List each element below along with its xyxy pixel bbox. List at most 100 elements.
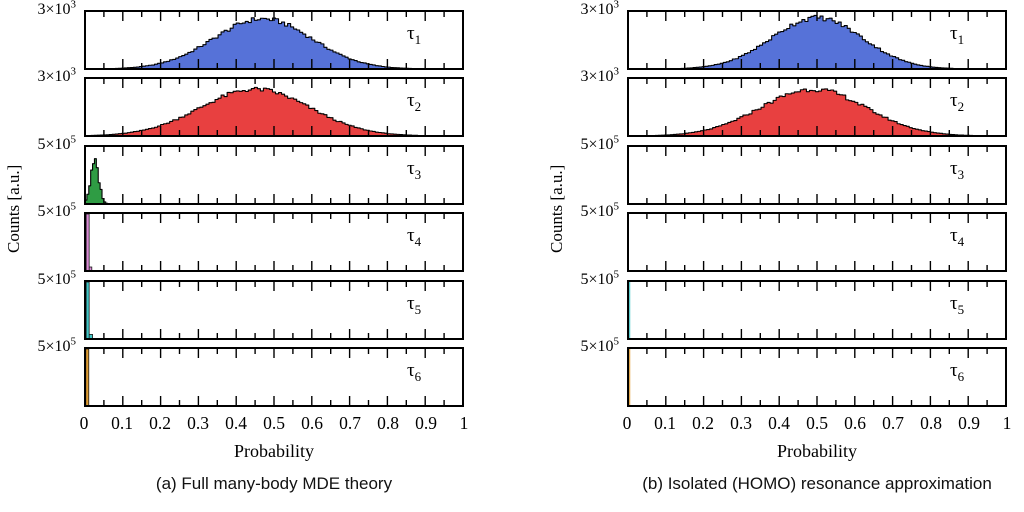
histogram-bar-tau5 xyxy=(85,281,90,339)
panel-border xyxy=(84,10,464,70)
panel-border xyxy=(84,144,464,205)
panel-row-tau1: 3×103 τ1 xyxy=(37,0,464,71)
y-axis-max-label: 3×103 xyxy=(37,0,76,18)
panel-plot-tau3: τ3 xyxy=(627,144,1007,205)
panel-plot-tau1: τ1 xyxy=(84,10,464,70)
panel-plot-tau6: τ6 xyxy=(627,347,1007,407)
panel-border xyxy=(84,77,464,138)
figure-a: Counts [a.u.] 3×103 τ1 3×103 τ2 5×105 τ3 5×105… xyxy=(0,0,481,512)
panel-border xyxy=(84,212,464,273)
panel-label-tau5: τ5 xyxy=(407,293,421,317)
panel-label-tau2: τ2 xyxy=(950,90,964,114)
panel-border xyxy=(84,279,464,340)
panel-row-tau6: 5×105 τ6 xyxy=(37,336,464,408)
panel-row-tau2: 3×103 τ2 xyxy=(580,67,1007,138)
y-axis-max-label: 5×105 xyxy=(37,133,76,153)
panel-plot-tau2: τ2 xyxy=(84,77,464,138)
panel-plot-tau4: τ4 xyxy=(84,212,464,273)
y-axis-max-label: 5×105 xyxy=(37,200,76,221)
panel-label-tau5: τ5 xyxy=(950,293,964,317)
panel-row-tau4: 5×105 τ4 xyxy=(580,201,1007,273)
panel-row-tau2: 3×103 τ2 xyxy=(37,67,464,138)
histogram-tau2 xyxy=(84,87,464,137)
histogram-tau2 xyxy=(627,88,1007,137)
histogram-tau1 xyxy=(84,17,460,70)
y-axis-max-label: 5×105 xyxy=(37,268,76,288)
panel-plot-tau1: τ1 xyxy=(627,10,1007,70)
histogram-bar-tau6 xyxy=(85,348,90,407)
x-tick-label-0.8: 0.8 xyxy=(920,413,942,433)
histogram-tau3 xyxy=(84,157,113,205)
x-axis-title: Probability xyxy=(234,441,314,461)
panel-row-tau3: 5×105 τ3 xyxy=(580,134,1007,206)
y-axis-max-label: 3×103 xyxy=(580,66,619,86)
figure-b: Counts [a.u.] 3×103 τ1 3×103 τ2 5×105 τ3 5×105… xyxy=(543,0,1024,512)
panel-border xyxy=(627,212,1007,273)
x-tick-label-0.2: 0.2 xyxy=(149,413,171,433)
panel-plot-tau3: τ3 xyxy=(84,144,464,205)
panel-plot-tau6: τ6 xyxy=(84,347,464,407)
histogram-hairline-tau5 xyxy=(628,281,631,339)
y-axis-max-label: 3×103 xyxy=(580,0,619,18)
x-tick-label-0.8: 0.8 xyxy=(377,413,399,433)
panel-border xyxy=(627,10,1007,70)
x-tick-label-0.9: 0.9 xyxy=(415,413,437,433)
y-axis-max-label: 5×105 xyxy=(580,268,619,288)
panel-border xyxy=(84,347,464,407)
x-tick-label-0.9: 0.9 xyxy=(958,413,980,433)
panel-row-tau5: 5×105 τ5 xyxy=(580,269,1007,341)
x-axis-tick-labels: 0 0.1 0.2 0.3 0.4 0.5 0.6 0.7 0.8 0.9 1 xyxy=(80,413,469,435)
y-axis-max-label: 3×103 xyxy=(37,66,76,86)
panel-border xyxy=(627,77,1007,138)
x-tick-label-0.7: 0.7 xyxy=(339,413,361,433)
x-tick-label-0.1: 0.1 xyxy=(654,413,676,433)
x-tick-label-0.6: 0.6 xyxy=(301,413,323,433)
panel-label-tau4: τ4 xyxy=(950,225,965,249)
x-tick-label-0: 0 xyxy=(622,413,632,433)
panel-row-tau3: 5×105 τ3 xyxy=(37,134,464,206)
panel-row-tau6: 5×105 τ6 xyxy=(580,336,1007,408)
panel-label-tau3: τ3 xyxy=(950,158,964,182)
panel-plot-tau5: τ5 xyxy=(627,279,1007,340)
x-tick-label-0.2: 0.2 xyxy=(692,413,714,433)
panel-border xyxy=(627,347,1007,407)
x-tick-label-0.5: 0.5 xyxy=(263,413,285,433)
x-tick-label-0.4: 0.4 xyxy=(225,413,247,433)
panel-label-tau2: τ2 xyxy=(407,90,421,114)
y-axis-max-label: 5×105 xyxy=(37,335,76,355)
panel-row-tau4: 5×105 τ4 xyxy=(37,201,464,273)
y-axis-max-label: 5×105 xyxy=(580,133,619,153)
panel-label-tau4: τ4 xyxy=(407,225,422,249)
x-tick-label-0.5: 0.5 xyxy=(806,413,828,433)
panels-container-a: 3×103 τ1 3×103 τ2 5×105 τ3 5×105 τ4 5×105 τ5 5×105… xyxy=(37,0,464,408)
panel-border xyxy=(627,144,1007,205)
histogram-bar-tau4 xyxy=(85,213,90,272)
x-tick-label-0.1: 0.1 xyxy=(111,413,133,433)
x-tick-label-0.6: 0.6 xyxy=(844,413,866,433)
panel-label-tau3: τ3 xyxy=(407,158,421,182)
panels-container-b: 3×103 τ1 3×103 τ2 5×105 τ3 5×105 τ4 5×105 τ5 5×105… xyxy=(580,0,1007,408)
figure-caption-a: (a) Full many-body MDE theory xyxy=(155,474,393,493)
panel-row-tau1: 3×103 τ1 xyxy=(580,0,1007,71)
panel-label-tau6: τ6 xyxy=(950,360,965,384)
panel-label-tau6: τ6 xyxy=(407,360,422,384)
panel-label-tau1: τ1 xyxy=(950,23,964,47)
histogram-hairline-tau6 xyxy=(628,349,631,406)
x-tick-label-0.3: 0.3 xyxy=(187,413,209,433)
y-axis-max-label: 5×105 xyxy=(580,335,619,355)
y-axis-max-label: 5×105 xyxy=(580,200,619,221)
x-tick-label-0: 0 xyxy=(79,413,89,433)
figure-caption-b: (b) Isolated (HOMO) resonance approximat… xyxy=(642,474,992,493)
panel-plot-tau5: τ5 xyxy=(84,279,464,340)
panel-row-tau5: 5×105 τ5 xyxy=(37,269,464,341)
panel-border xyxy=(627,279,1007,340)
x-axis-title: Probability xyxy=(777,441,857,461)
x-tick-label-1: 1 xyxy=(1002,413,1012,433)
x-tick-label-0.4: 0.4 xyxy=(768,413,790,433)
panel-plot-tau4: τ4 xyxy=(627,212,1007,273)
x-tick-label-0.7: 0.7 xyxy=(882,413,904,433)
x-tick-label-1: 1 xyxy=(459,413,469,433)
panel-label-tau1: τ1 xyxy=(407,23,421,47)
x-tick-label-0.3: 0.3 xyxy=(730,413,752,433)
